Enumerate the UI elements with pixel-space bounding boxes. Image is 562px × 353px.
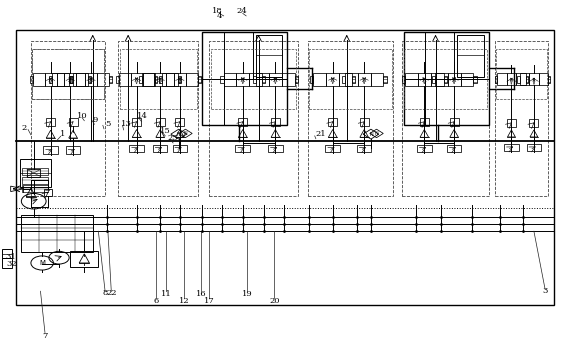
Text: N: N: [375, 131, 378, 136]
Text: N: N: [177, 132, 180, 137]
Text: 3: 3: [542, 287, 548, 295]
Text: 6: 6: [153, 297, 159, 305]
Text: 2: 2: [21, 124, 27, 132]
Text: N: N: [184, 131, 187, 136]
Text: 9: 9: [93, 116, 98, 124]
Text: 16: 16: [196, 290, 206, 298]
Text: 25: 25: [168, 134, 178, 142]
Text: 10: 10: [78, 112, 88, 120]
Text: 24: 24: [236, 7, 247, 14]
Text: 12: 12: [179, 297, 189, 305]
Text: 14: 14: [137, 113, 148, 120]
Text: 7: 7: [42, 333, 48, 340]
Text: 18: 18: [211, 7, 223, 14]
Text: 8: 8: [103, 289, 108, 297]
Text: 4: 4: [216, 12, 222, 20]
Text: 13: 13: [120, 120, 132, 127]
Text: 31: 31: [6, 253, 17, 261]
Text: N: N: [369, 132, 373, 137]
Text: 15: 15: [160, 127, 171, 134]
Text: 11: 11: [161, 290, 172, 298]
Text: 19: 19: [242, 290, 253, 298]
Text: 1: 1: [60, 130, 65, 138]
Text: 20: 20: [269, 297, 279, 305]
Text: 22: 22: [106, 289, 116, 297]
Text: 32: 32: [6, 260, 16, 268]
Text: 5: 5: [105, 120, 111, 128]
Text: M: M: [39, 260, 45, 266]
Text: 17: 17: [203, 297, 215, 305]
Text: 21: 21: [315, 130, 325, 138]
